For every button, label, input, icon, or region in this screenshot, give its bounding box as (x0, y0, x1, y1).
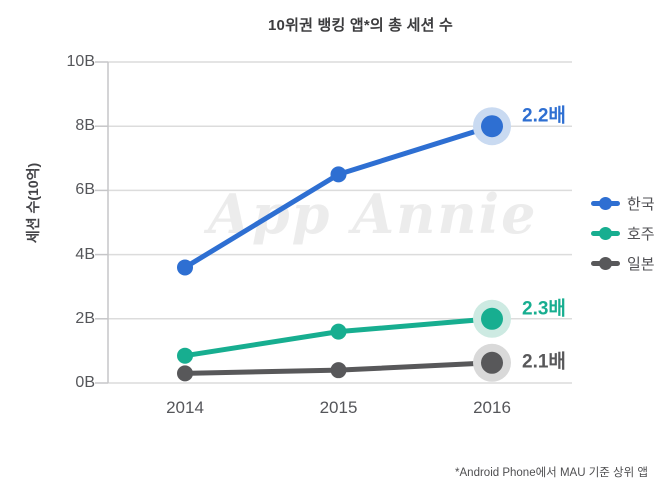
y-tick-label: 2B (75, 309, 95, 327)
y-tick-label: 8B (75, 117, 95, 135)
legend-item: 일본 (591, 248, 655, 278)
legend-dot (599, 196, 612, 210)
data-point (481, 115, 503, 138)
x-tick-label: 2016 (473, 398, 511, 417)
legend-line-marker-icon (591, 226, 620, 240)
y-tick-label: 4B (75, 245, 95, 263)
series-end-label: 2.3배 (522, 298, 566, 320)
series-end-label: 2.1배 (522, 351, 566, 373)
y-tick-label: 6B (75, 181, 95, 199)
series-end-label: 2.2배 (522, 105, 566, 127)
footnote: *Android Phone에서 MAU 기준 상위 앱 (455, 467, 648, 479)
legend-dot (599, 226, 612, 240)
x-tick-label: 2014 (166, 398, 204, 417)
legend-item: 호주 (591, 218, 655, 248)
data-point (330, 323, 347, 340)
y-axis-title: 세션 수(10억) (25, 162, 41, 244)
series-line (182, 123, 495, 270)
legend-label: 호주 (627, 225, 655, 243)
legend-item: 한국 (591, 188, 655, 218)
legend-label: 한국 (627, 195, 655, 213)
plot-area (95, 61, 572, 384)
legend-line-marker-icon (591, 196, 620, 210)
y-tick-label: 0B (75, 374, 95, 391)
legend-dot (599, 256, 612, 270)
y-tick-label: 10B (66, 53, 95, 70)
line-chart (95, 61, 572, 384)
legend-label: 일본 (627, 255, 655, 273)
data-point (177, 347, 193, 364)
data-point (330, 362, 347, 379)
data-point (481, 351, 503, 374)
data-point (330, 166, 347, 183)
data-point (481, 307, 503, 330)
x-tick-label: 2015 (319, 398, 358, 417)
data-point (177, 259, 193, 276)
data-point (177, 365, 193, 382)
watermark: App Annie (208, 182, 538, 246)
legend-line-marker-icon (591, 256, 620, 270)
chart-title: 10위권 뱅킹 앱*의 총 세션 수 (268, 17, 453, 34)
